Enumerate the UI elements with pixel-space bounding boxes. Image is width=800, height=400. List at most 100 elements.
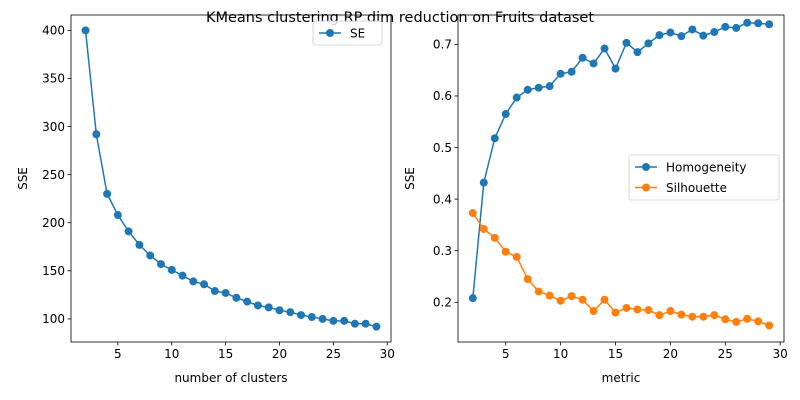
x-tick-label: 15	[608, 347, 623, 361]
data-point-homogeneity	[743, 18, 752, 27]
x-axis-label: number of clusters	[174, 371, 287, 385]
data-point-se	[318, 314, 327, 323]
data-point-homogeneity	[754, 19, 763, 28]
data-point-homogeneity	[545, 82, 554, 91]
x-tick-label: 20	[663, 347, 678, 361]
data-point-homogeneity	[567, 67, 576, 76]
legend-box	[312, 20, 383, 46]
data-point-homogeneity	[512, 93, 521, 102]
data-point-homogeneity	[644, 39, 653, 48]
data-point-se	[253, 301, 262, 310]
data-point-homogeneity	[468, 294, 477, 303]
data-point-homogeneity	[523, 85, 532, 94]
data-point-homogeneity	[534, 83, 543, 92]
legend-label: Homogeneity	[666, 160, 747, 174]
legend: Homogeneity Silhouette	[628, 154, 780, 201]
data-point-se	[297, 311, 306, 320]
data-point-se	[103, 189, 112, 198]
data-point-se	[113, 211, 122, 220]
data-point-silhouette	[468, 209, 477, 218]
data-point-homogeneity	[721, 22, 730, 31]
data-point-homogeneity	[765, 20, 774, 29]
x-tick-label: 25	[718, 347, 733, 361]
data-point-homogeneity	[677, 32, 686, 41]
data-point-homogeneity	[622, 38, 631, 47]
data-point-se	[361, 319, 370, 328]
x-axis-label: metric	[602, 371, 641, 385]
data-point-se	[275, 306, 284, 315]
right-chart: 5 10 15 20 25 30 0.2 0.3 0.4 0.5 0.6 0.7 metric SSE Ho…	[403, 14, 788, 385]
plot-frame	[457, 14, 785, 343]
data-point-homogeneity	[556, 69, 565, 78]
data-point-homogeneity	[479, 178, 488, 187]
data-point-se	[92, 130, 101, 139]
y-tick-label: 200	[42, 216, 65, 230]
data-point-silhouette	[512, 252, 521, 261]
series-line-se	[84, 30, 377, 328]
y-tick-label: 100	[42, 312, 65, 326]
data-point-homogeneity	[589, 59, 598, 68]
data-point-homogeneity	[611, 64, 620, 73]
data-point-se	[221, 288, 230, 297]
y-tick-label: 300	[42, 120, 65, 134]
data-point-se	[135, 240, 144, 249]
figure-title: KMeans clustering RP dim reduction on Fr…	[206, 10, 594, 26]
data-point-silhouette	[490, 233, 499, 242]
legend-swatch-marker	[642, 163, 650, 171]
y-tick-label: 0.4	[433, 192, 452, 206]
y-tick-label: 0.5	[433, 141, 452, 155]
legend-swatch-marker	[326, 29, 334, 37]
data-point-silhouette	[589, 307, 598, 316]
data-point-silhouette	[545, 291, 554, 300]
y-tick-label: 150	[42, 264, 65, 278]
y-tick-label: 0.3	[433, 244, 452, 258]
plot-frame	[70, 14, 392, 343]
data-point-se	[286, 308, 295, 317]
data-point-homogeneity	[732, 23, 741, 32]
data-point-se	[232, 293, 241, 302]
data-point-se	[124, 227, 133, 236]
legend-swatch-marker	[642, 183, 650, 192]
series-line-homogeneity	[472, 21, 770, 299]
y-tick-label: 250	[42, 168, 65, 182]
data-point-silhouette	[567, 292, 576, 301]
data-point-silhouette	[688, 312, 697, 321]
data-point-homogeneity	[633, 48, 642, 57]
y-tick-label: 400	[42, 24, 65, 38]
series-line-silhouette	[472, 212, 770, 327]
data-point-silhouette	[710, 311, 719, 320]
x-tick-label: 25	[326, 347, 341, 361]
data-point-homogeneity	[655, 31, 664, 40]
data-point-silhouette	[644, 306, 653, 315]
data-point-silhouette	[666, 307, 675, 316]
data-point-silhouette	[600, 295, 609, 304]
data-point-se	[156, 260, 165, 269]
data-point-silhouette	[479, 225, 488, 234]
x-tick-label: 5	[502, 347, 510, 361]
data-point-silhouette	[677, 310, 686, 319]
data-point-silhouette	[765, 321, 774, 330]
data-point-silhouette	[556, 296, 565, 305]
y-axis-label: SSE	[16, 167, 30, 190]
data-point-silhouette	[721, 315, 730, 324]
data-point-se	[329, 316, 338, 325]
data-point-silhouette	[534, 287, 543, 296]
data-point-homogeneity	[710, 28, 719, 37]
data-point-silhouette	[578, 295, 587, 304]
y-tick-label: 350	[42, 72, 65, 86]
data-point-se	[167, 265, 176, 274]
data-point-se	[81, 26, 90, 35]
x-tick-label: 20	[272, 347, 287, 361]
data-point-silhouette	[523, 275, 532, 284]
data-point-silhouette	[743, 314, 752, 323]
data-point-homogeneity	[699, 31, 708, 40]
data-point-silhouette	[655, 311, 664, 320]
data-point-se	[350, 319, 359, 328]
data-point-silhouette	[699, 312, 708, 321]
x-tick-label: 30	[380, 347, 395, 361]
data-point-se	[372, 322, 381, 331]
data-point-homogeneity	[501, 110, 510, 119]
x-tick-label: 15	[218, 347, 233, 361]
data-point-se	[264, 303, 273, 312]
